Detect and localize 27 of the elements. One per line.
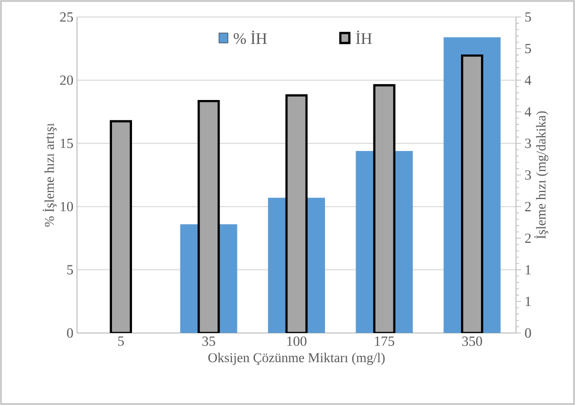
y2-tick-label: 2 — [525, 234, 531, 243]
y-tick-label: 0 — [67, 328, 73, 338]
y-tick-label: 15 — [60, 138, 73, 148]
x-axis-title: Oksijen Çözünme Miktarı (mg/l) — [208, 352, 385, 366]
y-tick-label: 10 — [60, 202, 73, 212]
y2-tick-label: 3 — [525, 138, 531, 148]
y-tick-label: 5 — [67, 265, 73, 274]
y2-tick-label: 2 — [525, 202, 531, 212]
legend-label: % İH — [234, 30, 267, 44]
x-tick-label: 35 — [202, 336, 216, 346]
y2-axis-title: İşleme hızı (mg/dakika) — [534, 111, 548, 239]
y-tick-label: 20 — [60, 75, 73, 85]
y2-tick-label: 4 — [524, 107, 532, 116]
y2-tick-label: 0 — [525, 328, 531, 338]
x-tick-label: 100 — [287, 336, 306, 346]
legend-label: İH — [356, 30, 372, 44]
x-tick-label: 5 — [118, 336, 124, 346]
x-tick-label: 350 — [462, 336, 482, 346]
x-tick-label: 175 — [375, 336, 394, 346]
y-tick-label: 25 — [60, 12, 73, 22]
y-axis-title: % İşleme hızı artışı — [42, 123, 57, 227]
y2-tick-label: 1 — [526, 265, 531, 274]
y2-tick-label: 3 — [525, 170, 531, 180]
y2-tick-label: 5 — [525, 12, 531, 22]
y2-tick-label: 4 — [524, 76, 532, 85]
y2-tick-label: 1 — [526, 296, 531, 306]
y2-tick-label: 5 — [525, 44, 531, 54]
